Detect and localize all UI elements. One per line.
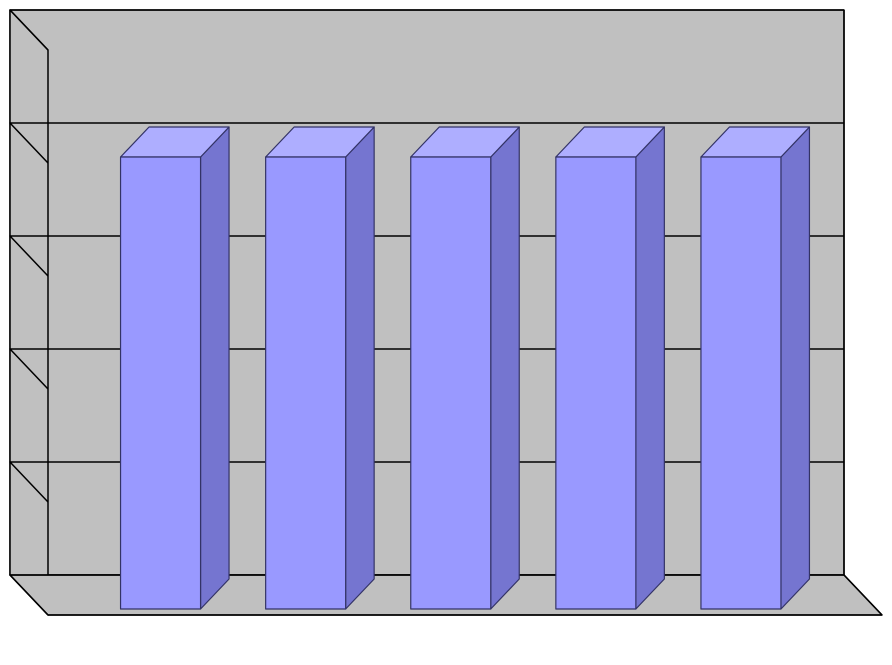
bar-front (701, 157, 781, 609)
bar-side (636, 127, 665, 609)
bar-side (491, 127, 520, 609)
bar-front (411, 157, 491, 609)
bar-side (781, 127, 810, 609)
bar-side (346, 127, 375, 609)
bar-side (201, 127, 230, 609)
side-wall (10, 10, 48, 615)
bar-front (121, 157, 201, 609)
bar-front (266, 157, 346, 609)
bar-front (556, 157, 636, 609)
bar-chart-3d (0, 0, 892, 665)
